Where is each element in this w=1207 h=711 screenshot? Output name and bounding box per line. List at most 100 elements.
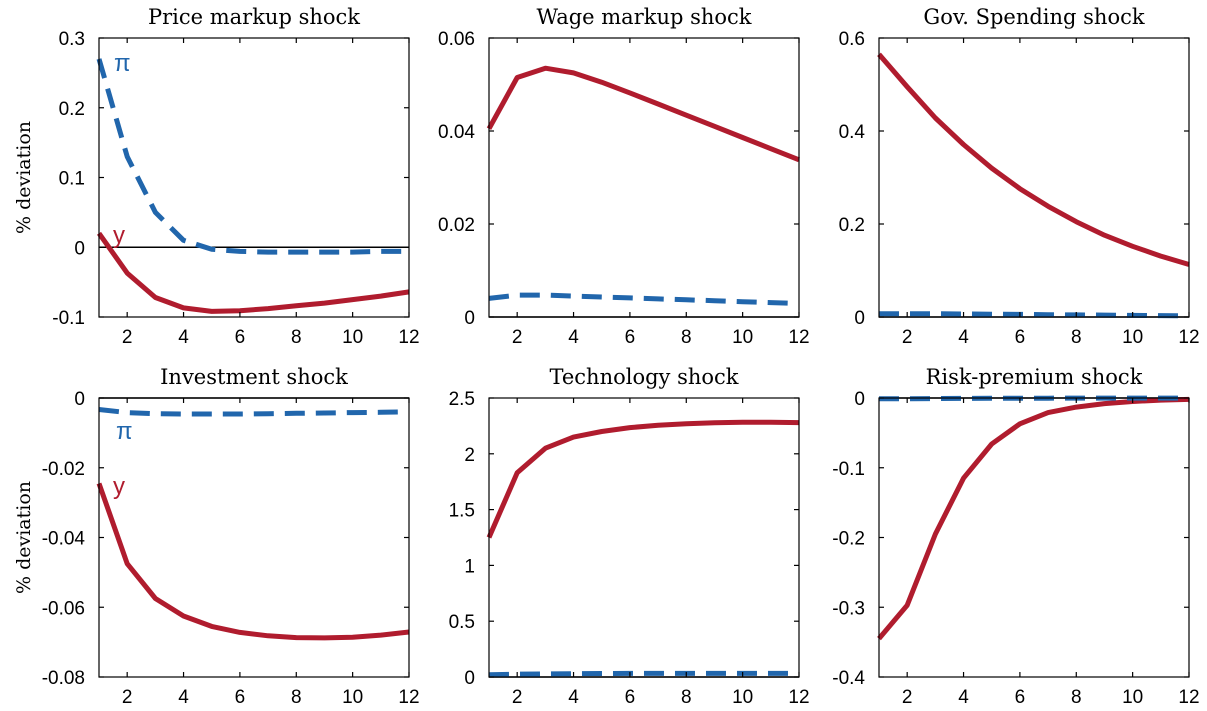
axes-frame bbox=[98, 37, 410, 318]
output-label: y bbox=[113, 473, 125, 500]
inflation-label: π bbox=[114, 50, 131, 77]
x-tick-label: 6 bbox=[235, 687, 246, 708]
y-tick-label: -0.08 bbox=[42, 668, 85, 689]
x-tick-label: 4 bbox=[178, 327, 189, 348]
panel-3: Gov. Spending shock 2 4 6 8 10 12 0 0.2 0.4 0.6 bbox=[839, 5, 1200, 348]
x-tick-label: 10 bbox=[1122, 687, 1143, 708]
panel-4: Investment shock % deviation 2 4 6 8 10 12 -0.08… bbox=[13, 365, 420, 708]
y-tick-label: -0.3 bbox=[832, 598, 865, 619]
x-tick-label: 6 bbox=[625, 327, 636, 348]
y-tick-label: -0.04 bbox=[42, 529, 86, 550]
x-tick-label: 12 bbox=[1178, 687, 1199, 708]
panel-title: Wage markup shock bbox=[536, 5, 751, 29]
x-tick-label: 4 bbox=[178, 687, 189, 708]
x-tick-label: 4 bbox=[958, 327, 969, 348]
y-tick-label: 0.6 bbox=[839, 29, 865, 50]
x-tick-label: 2 bbox=[512, 687, 523, 708]
panel-title: Risk-premium shock bbox=[926, 365, 1143, 389]
y-tick-label: 0 bbox=[464, 668, 475, 689]
y-tick-label: 0.4 bbox=[839, 122, 866, 143]
y-tick-label: 0 bbox=[854, 389, 865, 410]
x-tick-label: 4 bbox=[958, 687, 969, 708]
y-tick-label: 0.2 bbox=[839, 215, 865, 236]
x-tick-label: 6 bbox=[235, 327, 246, 348]
x-tick-label: 2 bbox=[902, 327, 913, 348]
x-tick-label: 10 bbox=[1122, 327, 1143, 348]
x-tick-label: 8 bbox=[291, 327, 302, 348]
axes-frame bbox=[488, 37, 800, 318]
y-tick-label: 1.5 bbox=[449, 501, 475, 522]
x-tick-label: 4 bbox=[568, 687, 579, 708]
x-tick-label: 8 bbox=[291, 687, 302, 708]
x-tick-label: 2 bbox=[122, 327, 133, 348]
output-line bbox=[877, 396, 1190, 641]
axes-frame bbox=[878, 37, 1190, 318]
y-axis-label: % deviation bbox=[13, 121, 35, 234]
x-tick-label: 12 bbox=[788, 327, 809, 348]
x-tick-label: 4 bbox=[568, 327, 579, 348]
y-tick-label: 0.3 bbox=[59, 29, 85, 50]
y-tick-label: -0.06 bbox=[42, 598, 85, 619]
x-tick-label: 12 bbox=[398, 327, 419, 348]
x-tick-label: 2 bbox=[122, 687, 133, 708]
y-tick-label: 0.04 bbox=[438, 122, 475, 143]
x-tick-label: 12 bbox=[398, 687, 419, 708]
y-tick-label: -0.4 bbox=[832, 668, 865, 689]
inflation-label: π bbox=[116, 418, 133, 445]
axes-frame bbox=[488, 397, 800, 678]
y-tick-label: 0.06 bbox=[438, 29, 475, 50]
y-tick-label: 2.5 bbox=[449, 389, 475, 410]
output-label: y bbox=[113, 222, 125, 249]
x-tick-label: 12 bbox=[1178, 327, 1199, 348]
x-tick-label: 12 bbox=[788, 687, 809, 708]
x-tick-label: 2 bbox=[902, 687, 913, 708]
x-tick-label: 10 bbox=[732, 687, 753, 708]
output-line bbox=[96, 231, 410, 314]
output-line bbox=[486, 65, 800, 163]
y-tick-label: 0.02 bbox=[438, 215, 475, 236]
y-tick-label: -0.1 bbox=[52, 308, 85, 329]
inflation-line bbox=[879, 311, 1190, 319]
x-tick-label: 10 bbox=[342, 327, 363, 348]
y-tick-label: 0 bbox=[74, 238, 85, 259]
x-tick-label: 6 bbox=[625, 687, 636, 708]
output-line bbox=[96, 482, 410, 641]
x-tick-label: 6 bbox=[1015, 687, 1026, 708]
x-tick-label: 8 bbox=[681, 327, 692, 348]
y-tick-label: 2 bbox=[464, 445, 475, 466]
y-tick-label: -0.2 bbox=[832, 529, 865, 550]
y-tick-label: 0.2 bbox=[59, 99, 85, 120]
inflation-line bbox=[488, 670, 799, 678]
panel-6: Risk-premium shock 2 4 6 8 10 12 -0.4 -0.3 -0.2 -0… bbox=[832, 365, 1199, 708]
panel-title: Technology shock bbox=[549, 365, 738, 389]
x-tick-label: 6 bbox=[1015, 327, 1026, 348]
y-tick-label: -0.02 bbox=[42, 459, 85, 480]
y-tick-label: 0 bbox=[74, 389, 85, 410]
y-tick-label: 1 bbox=[464, 556, 475, 577]
inflation-line bbox=[488, 292, 800, 306]
inflation-line bbox=[98, 407, 410, 417]
x-tick-label: 10 bbox=[342, 687, 363, 708]
panel-1: Price markup shock % deviation 2 4 6 8 10 12 -0.… bbox=[13, 5, 420, 348]
panel-title: Price markup shock bbox=[148, 5, 360, 29]
output-line bbox=[486, 419, 800, 539]
x-tick-label: 8 bbox=[1071, 327, 1082, 348]
y-tick-label: 0.1 bbox=[59, 169, 85, 190]
axes-frame bbox=[878, 397, 1190, 678]
inflation-line bbox=[96, 58, 409, 255]
x-tick-label: 10 bbox=[732, 327, 753, 348]
y-tick-label: -0.1 bbox=[832, 459, 865, 480]
y-tick-label: 0 bbox=[854, 308, 865, 329]
panel-2: Wage markup shock 2 4 6 8 10 12 0 0.02 0.04 0.06 bbox=[438, 5, 810, 348]
y-axis-label: % deviation bbox=[13, 481, 35, 594]
x-tick-label: 2 bbox=[512, 327, 523, 348]
y-tick-label: 0 bbox=[464, 308, 475, 329]
panel-title: Investment shock bbox=[160, 365, 348, 389]
panel-title: Gov. Spending shock bbox=[923, 5, 1144, 29]
output-line bbox=[877, 52, 1190, 267]
x-tick-label: 8 bbox=[1071, 687, 1082, 708]
x-tick-label: 8 bbox=[681, 687, 692, 708]
y-tick-label: 0.5 bbox=[449, 612, 475, 633]
panel-5: Technology shock 2 4 6 8 10 12 0 0.5 1 1.5 2 2.5 bbox=[449, 365, 810, 708]
